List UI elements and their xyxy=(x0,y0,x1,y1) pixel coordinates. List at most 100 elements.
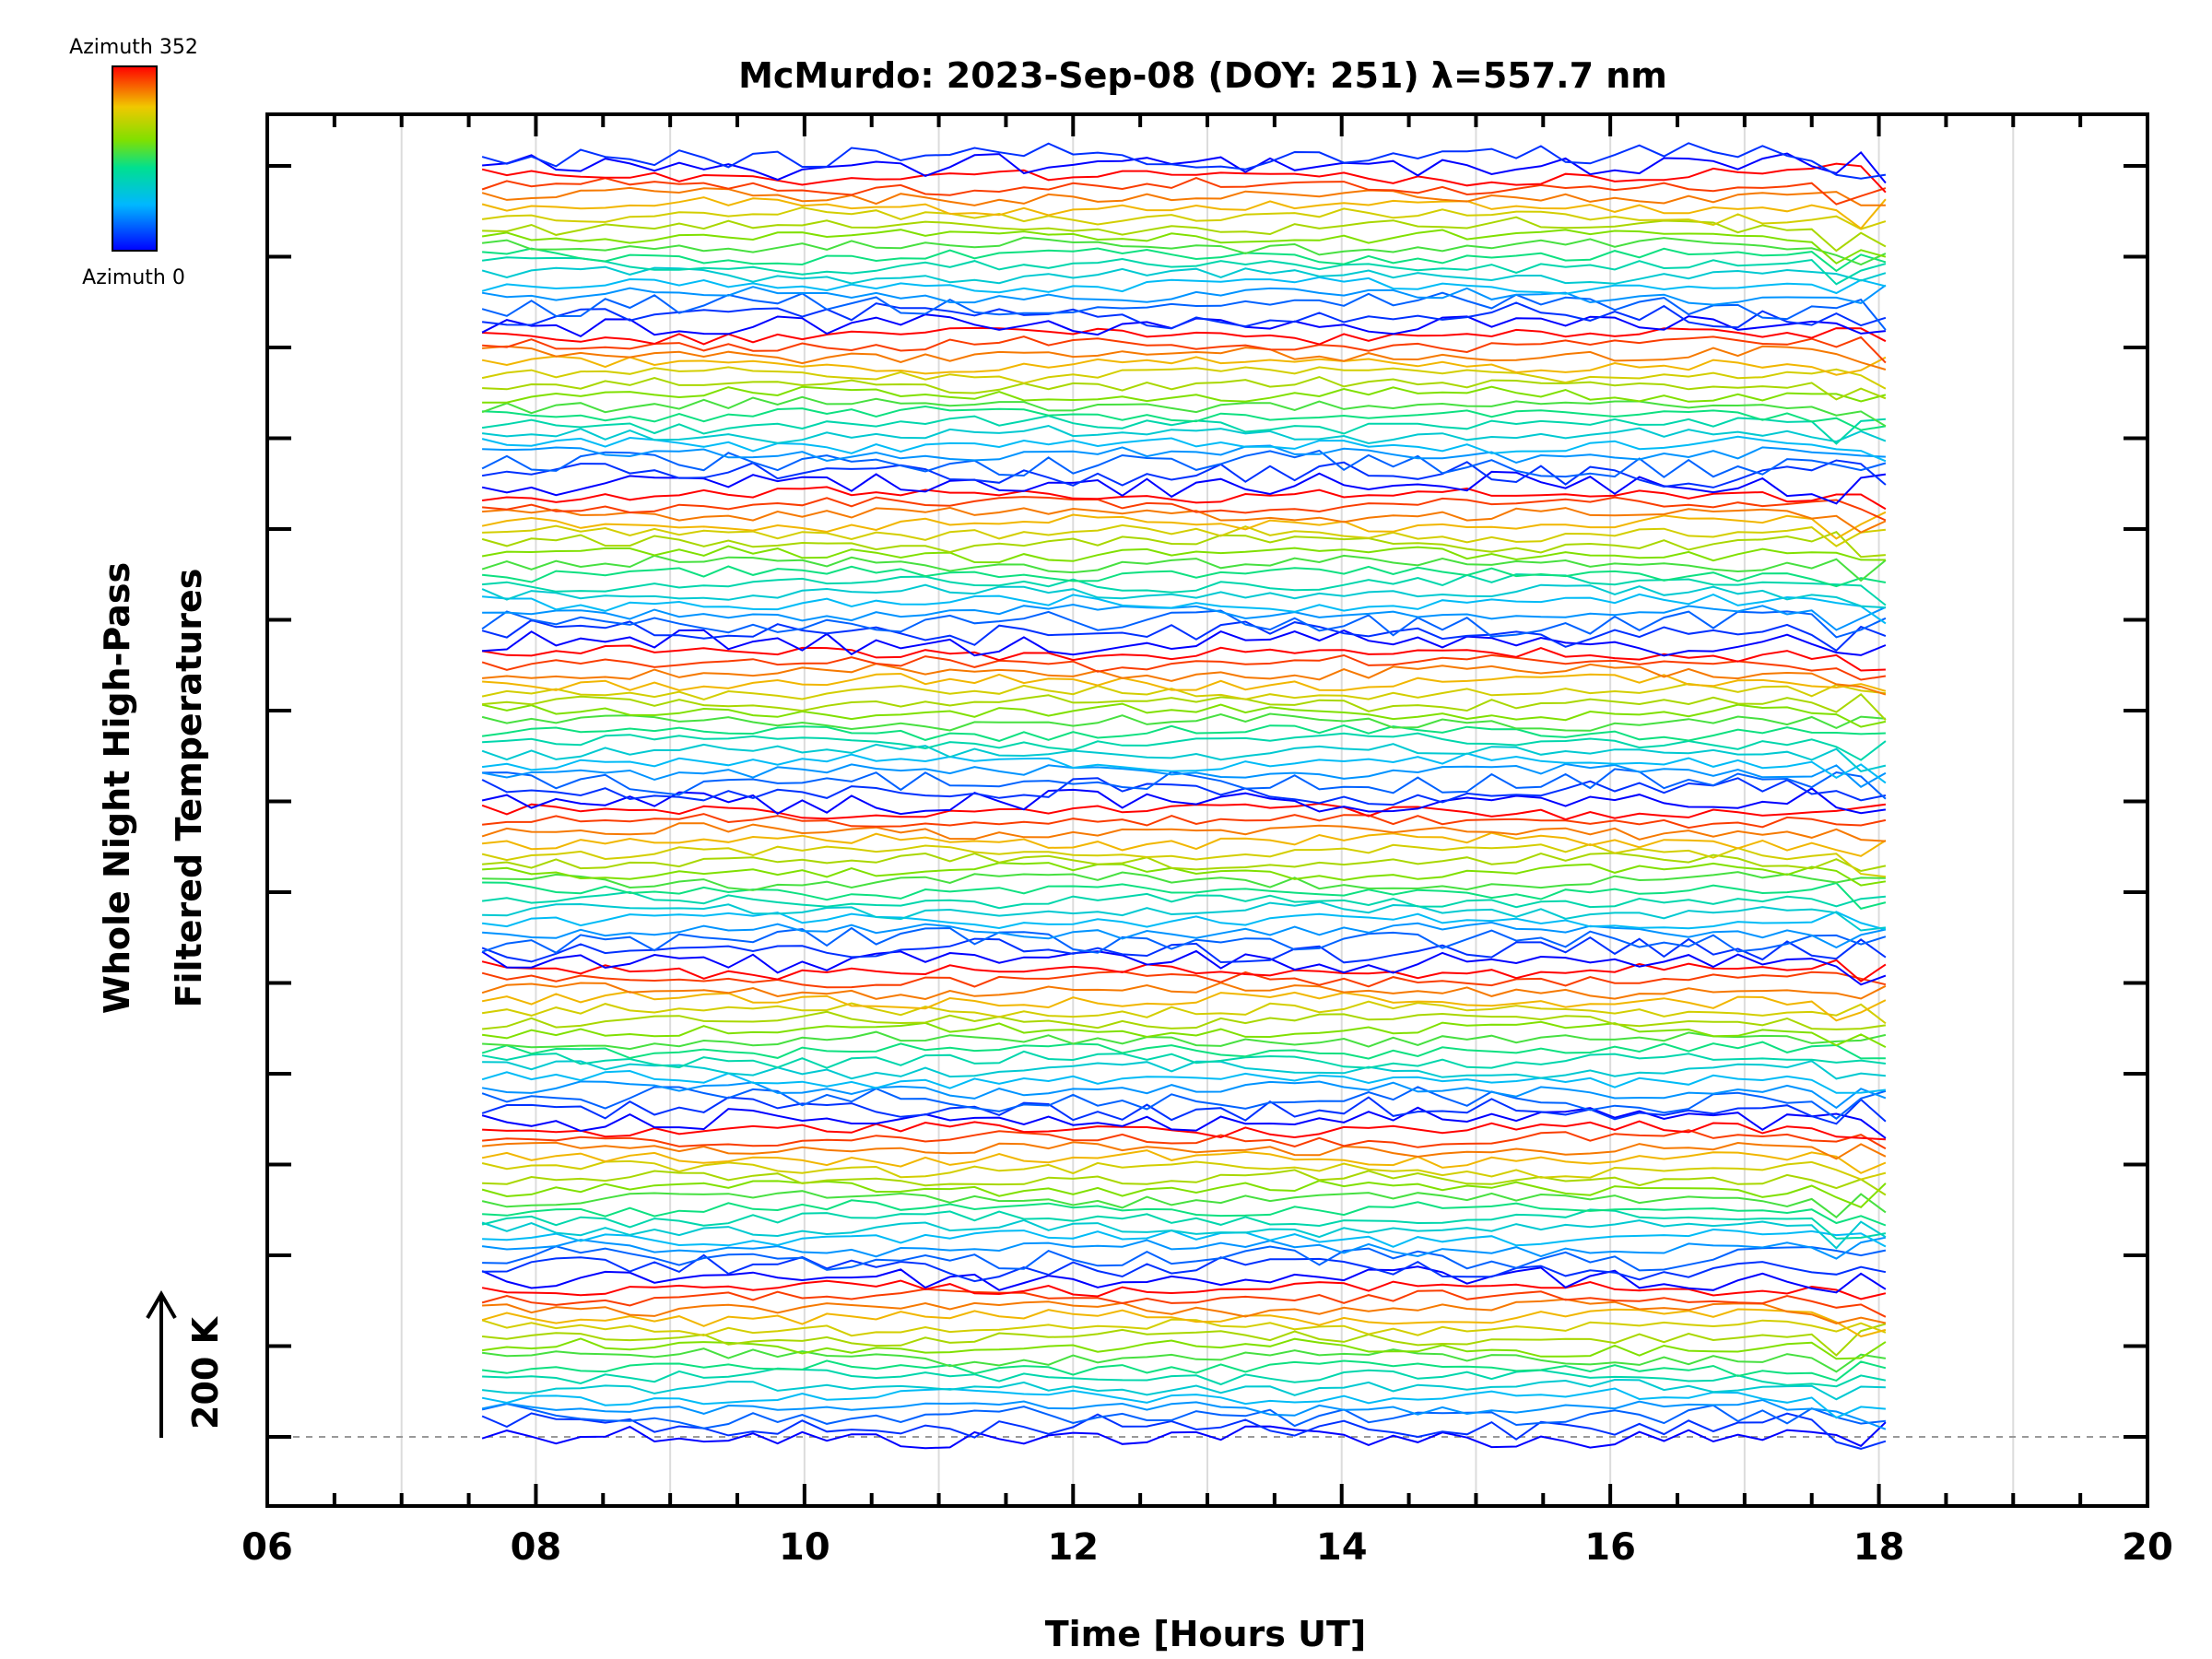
series-group xyxy=(481,142,1887,1450)
series-line xyxy=(481,256,1887,286)
series-line xyxy=(481,752,1887,784)
series-line xyxy=(481,355,1887,376)
y-axis-label-line2: Filtered Temperatures xyxy=(169,569,209,1008)
series-line xyxy=(482,1253,1887,1283)
series-line xyxy=(481,1159,1887,1181)
series-line xyxy=(482,247,1887,273)
series-line xyxy=(482,345,1887,371)
chart-title: McMurdo: 2023-Sep-08 (DOY: 251) λ=557.7 … xyxy=(738,55,1667,96)
series-line xyxy=(481,142,1887,180)
series-line xyxy=(481,949,1887,986)
series-line xyxy=(482,335,1887,364)
series-line xyxy=(481,186,1886,206)
series-line xyxy=(482,1298,1887,1324)
series-line xyxy=(482,506,1887,534)
series-line xyxy=(481,1041,1886,1060)
colorbar-bottom-label: Azimuth 0 xyxy=(82,266,185,289)
series-line xyxy=(482,444,1886,465)
series-line xyxy=(481,1080,1887,1110)
series-line xyxy=(481,990,1887,1022)
series-line xyxy=(482,692,1887,721)
series-line xyxy=(481,712,1886,732)
series-line xyxy=(481,511,1887,540)
series-line xyxy=(482,1169,1887,1196)
series-line xyxy=(482,852,1887,873)
series-line xyxy=(481,284,1887,306)
series-line xyxy=(481,682,1887,700)
series-line xyxy=(482,871,1886,891)
x-axis-label: Time [Hours UT] xyxy=(1045,1614,1367,1654)
series-line xyxy=(481,236,1887,266)
series-line xyxy=(481,911,1887,931)
series-line xyxy=(481,1421,1887,1450)
series-line xyxy=(481,1387,1886,1419)
series-line xyxy=(482,862,1887,887)
series-line xyxy=(482,1141,1887,1160)
series-line xyxy=(481,1096,1887,1125)
series-line xyxy=(481,787,1887,816)
colorbar-top-label: Azimuth 352 xyxy=(69,36,198,59)
series-line xyxy=(481,1279,1887,1300)
series-line xyxy=(481,565,1887,588)
series-line xyxy=(482,524,1887,547)
series-line xyxy=(482,629,1887,657)
series-line xyxy=(481,291,1887,331)
series-line xyxy=(481,1308,1887,1338)
series-line xyxy=(481,982,1887,1001)
series-line xyxy=(482,921,1887,949)
series-line xyxy=(481,890,1886,910)
x-tick-label: 20 xyxy=(2122,1526,2173,1569)
series-line xyxy=(481,1378,1886,1401)
series-line xyxy=(482,881,1887,911)
x-tick-label: 06 xyxy=(241,1526,293,1569)
series-line xyxy=(481,265,1887,285)
scale-bar-label: 200 K xyxy=(185,1315,226,1430)
series-line xyxy=(482,1030,1887,1051)
series-line xyxy=(481,926,1887,954)
series-line xyxy=(481,1106,1887,1139)
series-line xyxy=(482,672,1887,692)
series-line xyxy=(481,1020,1887,1048)
series-line xyxy=(481,583,1886,609)
series-line xyxy=(481,777,1887,806)
series-line xyxy=(481,395,1887,428)
series-line xyxy=(481,1347,1887,1373)
series-line xyxy=(481,459,1887,488)
series-line xyxy=(481,762,1887,789)
series-line xyxy=(482,1060,1887,1080)
series-line xyxy=(481,822,1886,842)
series-line xyxy=(481,1208,1887,1240)
series-line xyxy=(481,1000,1887,1025)
series-line xyxy=(481,644,1886,672)
series-line xyxy=(482,150,1887,184)
series-line xyxy=(482,603,1887,631)
series-line xyxy=(481,196,1887,230)
series-line xyxy=(481,1190,1887,1219)
series-line xyxy=(481,229,1887,265)
series-line xyxy=(481,1149,1887,1174)
series-line xyxy=(481,1236,1887,1260)
series-line xyxy=(481,545,1886,564)
series-line xyxy=(482,216,1887,253)
series-line xyxy=(482,1245,1887,1272)
series-line xyxy=(481,1050,1887,1069)
series-line xyxy=(481,531,1886,559)
series-line xyxy=(481,449,1887,478)
series-line xyxy=(481,162,1887,194)
series-line xyxy=(481,470,1887,505)
y-axis-label-line1: Whole Night High-Pass xyxy=(97,562,137,1014)
series-line xyxy=(481,843,1887,878)
series-line xyxy=(482,375,1887,401)
series-line xyxy=(482,405,1887,431)
series-line xyxy=(481,366,1887,390)
series-line xyxy=(481,653,1887,681)
x-tick-label: 14 xyxy=(1316,1526,1368,1569)
series-line xyxy=(482,900,1887,932)
series-line xyxy=(481,702,1887,728)
series-line xyxy=(481,1398,1887,1430)
series-line xyxy=(482,496,1887,522)
scale-bar: 200 K xyxy=(146,1289,226,1438)
series-line xyxy=(481,486,1887,511)
series-line xyxy=(481,1218,1887,1250)
